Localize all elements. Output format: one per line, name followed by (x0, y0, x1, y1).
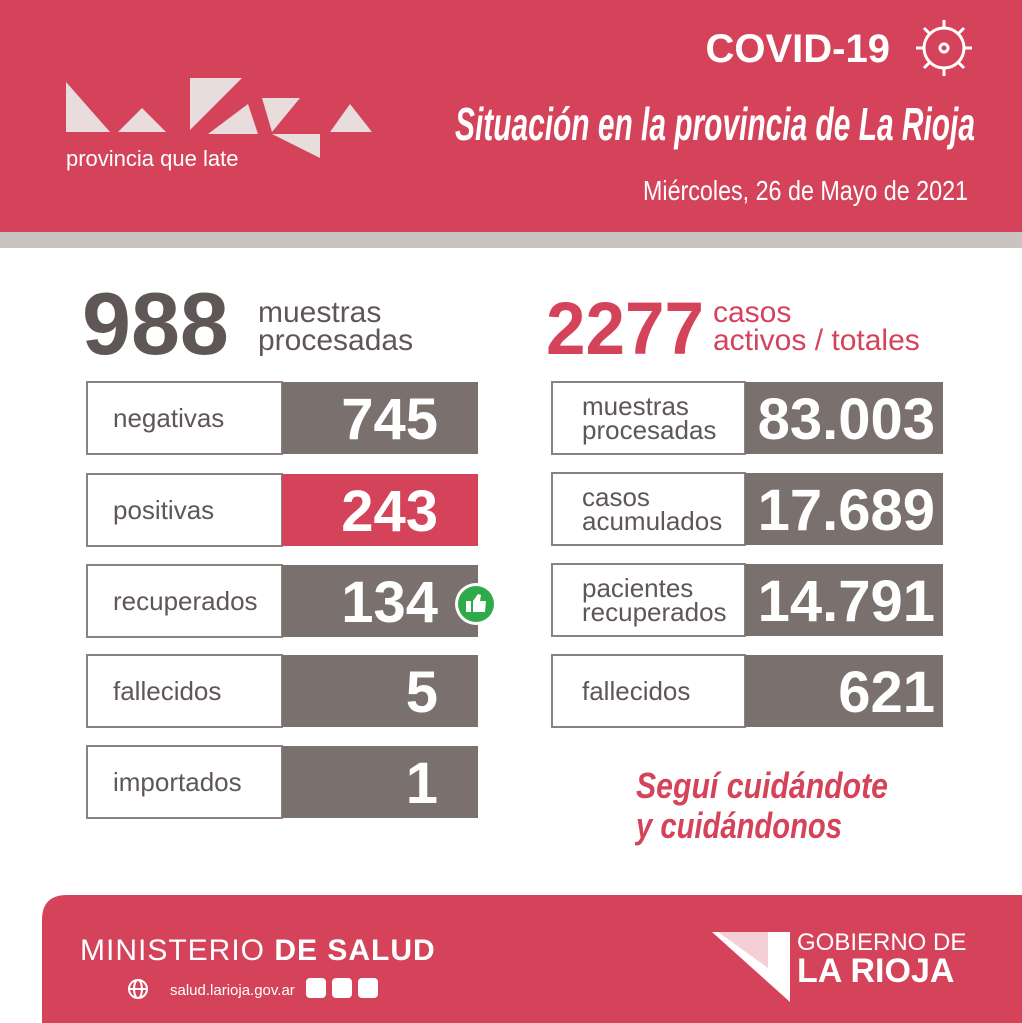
row-value-box (745, 564, 943, 636)
row-value-box (745, 382, 943, 454)
row-value: 134 (341, 570, 438, 635)
message: Seguí cuidándote (636, 765, 888, 806)
row-value-box (282, 474, 478, 546)
web-icon (128, 979, 148, 999)
cumulative-total-label: casos (713, 296, 791, 329)
logo-shapes (66, 78, 372, 158)
row-label: casos (582, 482, 650, 512)
row-label: recuperados (582, 597, 727, 627)
website: salud.larioja.gov.ar (170, 982, 295, 999)
row-label: importados (113, 767, 242, 797)
row-label: negativas (113, 403, 224, 433)
row-box (86, 473, 283, 547)
row-box (551, 381, 746, 455)
message: y cuidándonos (634, 805, 842, 846)
cumulative-total: 2277 (546, 287, 704, 370)
ministry-name: MINISTERIO (80, 934, 265, 967)
row-value: 1 (406, 751, 438, 816)
row-value: 243 (341, 479, 438, 544)
row-value: 745 (341, 387, 438, 452)
row-value-box (745, 473, 943, 545)
row-box (551, 563, 746, 637)
row-box (86, 654, 283, 728)
row-value: 621 (838, 660, 935, 725)
virus-icon (916, 20, 972, 76)
row-box (86, 564, 283, 638)
row-value: 83.003 (758, 387, 935, 452)
logo-tagline: provincia que late (66, 146, 238, 171)
row-box (551, 472, 746, 546)
row-label: pacientes (582, 573, 693, 603)
row-label: acumulados (582, 506, 722, 536)
row-box (86, 745, 283, 819)
date: Miércoles, 26 de Mayo de 2021 (643, 175, 968, 206)
social-icons (306, 978, 378, 998)
row-value-box (282, 746, 478, 818)
row-value-box (282, 655, 478, 727)
row-value-box (282, 382, 478, 454)
rows: negativas 745 positivas 243 recuperados 134 fa… (86, 381, 943, 819)
row-label: fallecidos (582, 676, 690, 706)
title: COVID-19 (706, 27, 891, 71)
daily-total-label: procesadas (258, 324, 413, 357)
row-label: recuperados (113, 586, 258, 616)
header-strip (0, 232, 1022, 248)
row-value: 14.791 (758, 569, 935, 634)
daily-total-label: muestras (258, 296, 381, 329)
government-bold: LA RIOJA (797, 952, 954, 990)
government: GOBIERNO DE (797, 929, 966, 956)
row-label: procesadas (582, 415, 716, 445)
daily-total: 988 (82, 274, 229, 373)
footer-band (42, 895, 1022, 1023)
ministry-bold: DE SALUD (274, 934, 435, 967)
cumulative-total-label: activos / totales (713, 324, 920, 357)
subtitle: Situación en la provincia de La Rioja (455, 98, 975, 150)
row-box (86, 381, 283, 455)
government-logo-shade (718, 932, 768, 968)
row-label: positivas (113, 495, 214, 525)
thumbs-up-icon (455, 583, 497, 625)
row-label: muestras (582, 391, 689, 421)
row-value-box (282, 565, 478, 637)
ministry: MINISTERIO DE SALUD (80, 934, 436, 967)
row-value: 5 (406, 660, 438, 725)
row-label: fallecidos (113, 676, 221, 706)
row-value: 17.689 (758, 478, 935, 543)
row-value-box (745, 655, 943, 727)
header-band (0, 0, 1022, 232)
government-logo (712, 932, 790, 1002)
